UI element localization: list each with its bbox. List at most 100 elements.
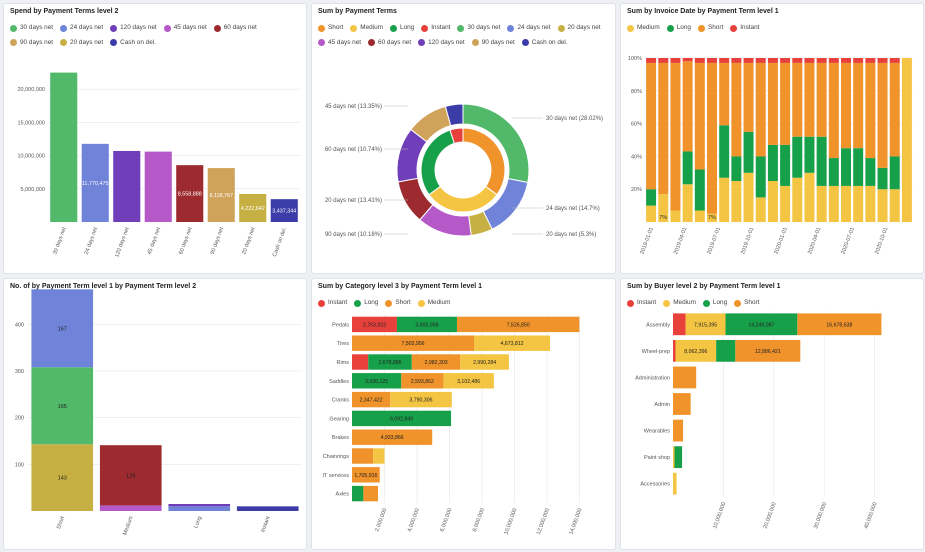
bar-segment (797, 313, 882, 336)
legend-swatch (318, 299, 325, 307)
legend-item[interactable]: 30 days net (10, 22, 53, 34)
x-tick-label: 14,000,000 (568, 508, 583, 536)
chart-legend: Short Medium Long Instant 30 days net 24 days… (318, 22, 608, 51)
x-tick-label: 2020-07-01 (841, 227, 856, 255)
legend-item[interactable]: Long (666, 22, 691, 34)
legend-item[interactable]: Cash on del. (521, 37, 568, 49)
bar-segment (673, 472, 677, 495)
legend-label: Medium (637, 24, 660, 31)
legend-item[interactable]: Instant (421, 22, 450, 34)
legend-item[interactable]: Medium (627, 22, 660, 34)
legend-item[interactable]: Short (697, 22, 723, 34)
bar-segment (889, 156, 900, 190)
legend-item[interactable]: 90 days net (10, 37, 53, 49)
legend-item[interactable]: Short (318, 22, 343, 34)
chart-legend: Instant Medium Long Short (627, 297, 917, 312)
legend-item[interactable]: Instant (730, 22, 759, 34)
legend-item[interactable]: Medium (350, 22, 383, 34)
legend-item[interactable]: 90 days net (471, 37, 515, 49)
bar-segment (889, 58, 900, 63)
legend-item[interactable]: Long (702, 297, 727, 309)
data-label: 3,437,344 (272, 209, 296, 215)
legend-item[interactable]: 120 days net (418, 37, 465, 49)
bar-segment (735, 339, 801, 362)
legend-swatch (390, 24, 398, 32)
legend-item[interactable]: 30 days net (457, 22, 500, 34)
bar-segment (352, 448, 374, 464)
chart-title: Spend by Payment Terms level 2 (10, 8, 119, 15)
bar-segment (828, 58, 839, 63)
data-label: 143 (58, 476, 67, 482)
x-tick-label: 2020-01-01 (774, 227, 789, 255)
chart-title: Sum by Invoice Date by Payment Term leve… (627, 8, 779, 15)
panel-sum-by-payment-terms: Sum by Payment Terms Short Medium Long Inst… (311, 3, 616, 274)
y-tick-label: 400 (15, 322, 24, 328)
legend-label: 20 days net (567, 24, 601, 31)
legend-label: 24 days net (70, 24, 104, 31)
bar-segment (828, 62, 839, 159)
bar-segment (755, 197, 766, 222)
y-tick-label: 100 (15, 462, 24, 468)
legend-label: Instant (740, 24, 760, 31)
bar-segment (804, 62, 815, 137)
legend-swatch (507, 24, 515, 32)
legend-swatch (457, 24, 465, 32)
bar-segment (755, 62, 766, 157)
legend-label: Medium (673, 299, 696, 306)
legend-item[interactable]: Short (734, 297, 759, 309)
bar-segment (31, 289, 94, 368)
legend-swatch (10, 39, 17, 46)
legend-item[interactable]: Cash on del. (110, 37, 156, 49)
legend-item[interactable]: 120 days net (110, 22, 157, 34)
bar-segment (731, 181, 742, 222)
data-label: 6,092,849 (390, 416, 413, 422)
legend-item[interactable]: 24 days net (60, 22, 103, 34)
bar-segment (673, 313, 686, 336)
bar (176, 165, 204, 222)
data-label: 1,705,916 (354, 473, 377, 479)
bar-segment (673, 419, 684, 442)
legend-item[interactable]: 60 days net (368, 37, 411, 49)
legend-item[interactable]: 45 days net (318, 37, 361, 49)
legend-item[interactable]: Instant (318, 297, 347, 309)
legend-label: 30 days net (20, 24, 54, 31)
bar-segment (401, 373, 444, 389)
legend-item[interactable]: 20 days net (557, 22, 601, 34)
y-category-label: Accessories (640, 482, 670, 488)
legend-item[interactable]: 60 days net (213, 22, 257, 34)
legend-swatch (110, 39, 118, 46)
x-tick-label: 60 days net (178, 226, 194, 255)
bar-segment (31, 444, 94, 511)
legend-label: 24 days net (517, 24, 551, 31)
bar-segment (755, 156, 766, 198)
legend-item[interactable]: Long (354, 297, 378, 309)
data-label: 8,062,396 (684, 349, 707, 355)
bar-segment (99, 445, 162, 506)
x-tick-label: 40,000,000 (863, 502, 878, 530)
chart-legend: Instant Long Short Medium (318, 297, 608, 312)
legend-item[interactable]: 45 days net (163, 22, 207, 34)
bar-segment (236, 506, 299, 511)
bar-segment (804, 58, 815, 63)
bar-segment (816, 58, 827, 63)
bar-segment (877, 58, 888, 63)
legend-item[interactable]: Long (390, 22, 414, 34)
legend-item[interactable]: Short (385, 297, 411, 309)
callout-label: 30 days net (28.02%) (546, 116, 603, 122)
bar-segment (673, 446, 675, 469)
bar-segment (456, 316, 580, 333)
bar-segment (877, 189, 888, 222)
bar-segment (658, 194, 669, 222)
legend-item[interactable]: 20 days net (60, 37, 103, 49)
data-label: 167 (58, 326, 67, 332)
legend-item[interactable]: Medium (663, 297, 696, 309)
bar-segment (743, 58, 754, 63)
y-category-label: IT services (323, 473, 350, 479)
bar (113, 150, 141, 222)
bar-segment (682, 61, 693, 152)
y-category-label: Assembly (646, 322, 670, 328)
legend-swatch (421, 24, 429, 32)
legend-item[interactable]: Instant (627, 297, 656, 309)
legend-item[interactable]: Medium (417, 297, 450, 309)
legend-item[interactable]: 24 days net (507, 22, 551, 34)
